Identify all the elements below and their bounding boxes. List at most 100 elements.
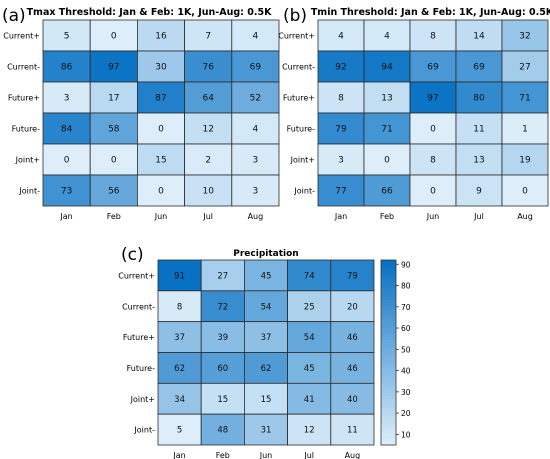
heatmap-cell [363, 50, 411, 83]
colorbar-segment [381, 340, 396, 344]
panel-title-c: Precipitation [233, 249, 298, 259]
colorbar-segment [381, 312, 396, 317]
colorbar-tick-label: 10 [401, 430, 411, 439]
cell-value-label: 52 [250, 94, 261, 104]
cell-value-label: 37 [261, 333, 272, 343]
heatmap-cell [184, 112, 233, 145]
heatmap-cell [363, 81, 411, 114]
x-tick-label: Jun [426, 212, 440, 221]
heatmap-cell [200, 321, 245, 353]
heatmap-cell [200, 290, 245, 323]
colorbar-segment [381, 367, 396, 372]
x-tick-label: Jun [154, 212, 168, 221]
cell-value-label: 3 [253, 187, 259, 197]
colorbar-segment [381, 438, 396, 443]
colorbar-segment [381, 380, 396, 384]
colorbar-segment [381, 330, 396, 335]
cell-value-label: 77 [335, 187, 346, 197]
x-tick-label: Jul [303, 451, 314, 459]
cell-value-label: 54 [304, 333, 315, 343]
heatmap-cell [455, 143, 503, 176]
heatmap-cell [317, 112, 365, 145]
cell-value-label: 3 [253, 156, 259, 166]
colorbar-frame [380, 259, 397, 446]
heatmap-cell [42, 112, 91, 145]
cell-value-label: 37 [174, 333, 185, 343]
heatmap-cell [330, 259, 375, 292]
heatmap-cell [317, 143, 365, 176]
cell-value-label: 41 [304, 395, 315, 405]
cell-value-label: 0 [430, 125, 436, 135]
cell-value-label: 15 [261, 395, 272, 405]
colorbar-segment [381, 272, 396, 277]
colorbar-segment [381, 426, 396, 431]
colorbar-segment [381, 361, 396, 366]
colorbar-tick-label: 20 [401, 409, 411, 418]
cell-value-label: 73 [61, 187, 72, 197]
cell-value-label: 0 [111, 156, 117, 166]
colorbar-segment [381, 263, 396, 267]
heatmap-cell [136, 112, 185, 145]
y-tick-label: Future- [12, 125, 40, 134]
cell-value-label: 45 [261, 271, 272, 281]
x-tick-label: Feb [380, 212, 394, 221]
heatmap-cell [42, 50, 91, 83]
heatmap-cell [157, 352, 202, 384]
cell-value-label: 2 [205, 156, 211, 166]
heatmap-cell [200, 352, 245, 384]
colorbar-segment [381, 364, 396, 369]
heatmap-cell [409, 81, 457, 114]
colorbar-segment [381, 315, 396, 320]
heatmap-cell [231, 174, 280, 207]
cell-value-label: 4 [384, 32, 390, 42]
x-tick-label: Jan [172, 451, 185, 459]
cell-value-label: 0 [64, 156, 70, 166]
colorbar-segment [381, 303, 396, 307]
cell-value-label: 17 [108, 94, 119, 104]
panel-title-a: Tmax Threshold: Jan & Feb: 1K, Jun-Aug: … [27, 7, 273, 18]
cell-value-label: 1 [522, 125, 528, 135]
panel-label-b: (b) [283, 6, 307, 26]
y-tick-label: Current- [282, 63, 315, 72]
colorbar-segment [381, 309, 396, 314]
colorbar-segment [381, 287, 396, 292]
y-tick-label: Current- [122, 302, 155, 311]
cell-value-label: 20 [347, 302, 358, 312]
heatmap-cell [89, 19, 138, 52]
cell-value-label: 80 [473, 94, 485, 104]
heatmap-cell [243, 352, 288, 384]
cell-value-label: 94 [381, 63, 393, 73]
cell-value-label: 79 [347, 271, 358, 281]
heatmap-cell [243, 382, 288, 415]
y-tick-label: Current- [7, 63, 40, 72]
colorbar-tick-label: 40 [401, 367, 411, 376]
colorbar-segment [381, 395, 396, 400]
cell-value-label: 56 [108, 187, 120, 197]
cell-value-label: 13 [473, 156, 484, 166]
cell-value-label: 40 [347, 395, 358, 405]
y-tick-label: Future+ [8, 94, 40, 103]
colorbar-segment [381, 306, 396, 310]
heatmap-cell [501, 174, 549, 207]
cell-value-label: 13 [381, 94, 392, 104]
cell-value-label: 0 [384, 156, 390, 166]
heatmap-cell [287, 290, 332, 323]
colorbar-segment [381, 429, 396, 434]
heatmap-cell [157, 290, 202, 323]
cell-value-label: 66 [381, 187, 393, 197]
cell-value-label: 60 [217, 364, 228, 374]
heatmap-cell [287, 321, 332, 353]
cell-value-label: 62 [261, 364, 272, 374]
cell-value-label: 84 [61, 125, 73, 135]
x-tick-label: Jan [59, 212, 72, 221]
cell-value-label: 54 [261, 302, 272, 312]
x-tick-label: Aug [248, 212, 264, 221]
colorbar-segment [381, 293, 396, 298]
colorbar-segment [381, 260, 396, 264]
colorbar-segment [381, 355, 396, 360]
x-tick-label: Jun [259, 451, 273, 459]
y-tick-label: Future- [287, 125, 315, 134]
